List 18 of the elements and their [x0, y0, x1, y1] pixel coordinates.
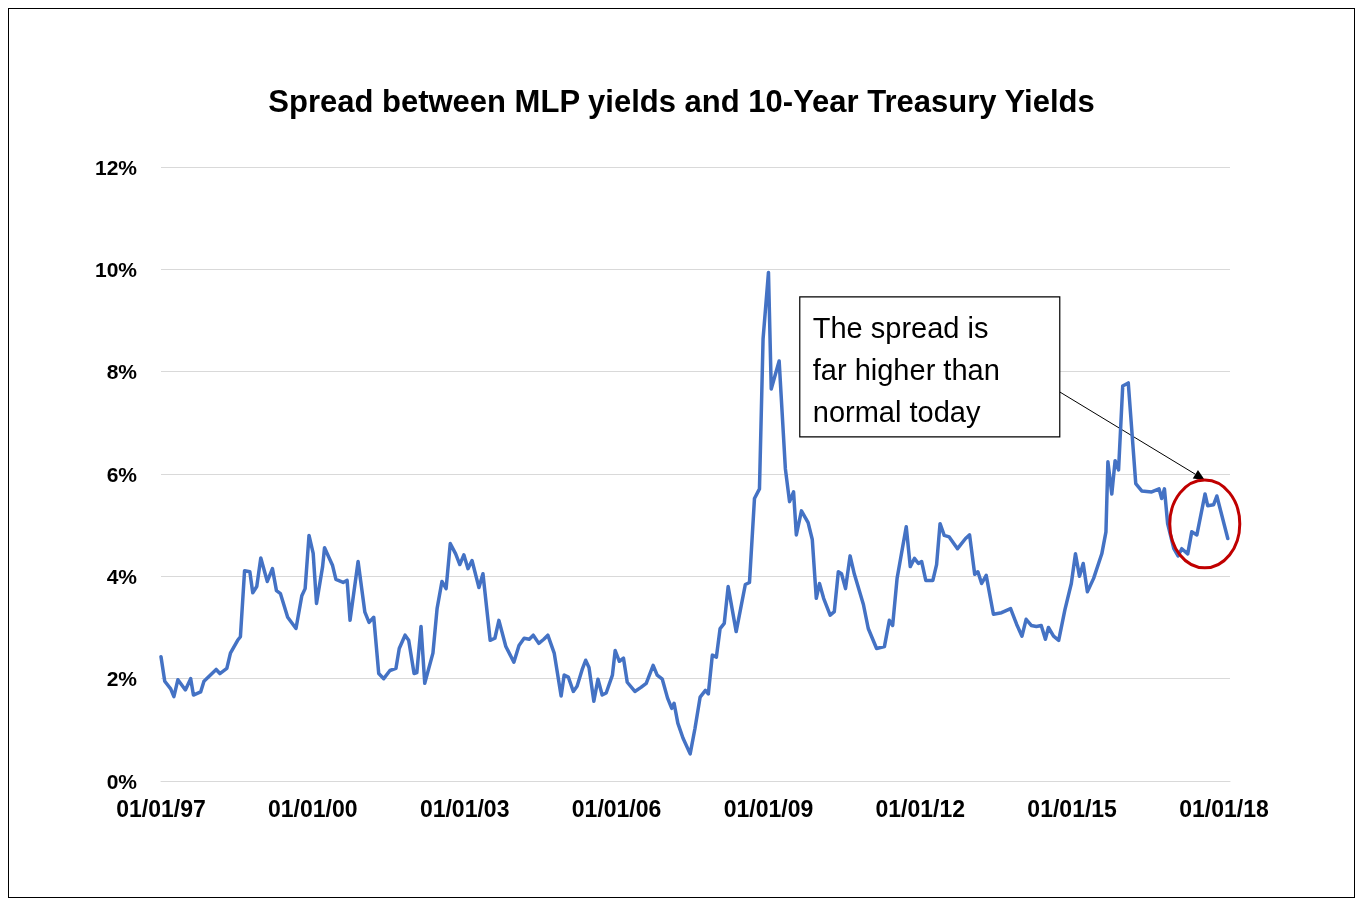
- y-tick-label: 12%: [94, 155, 138, 179]
- y-tick-label: 4%: [106, 564, 138, 588]
- x-tick-label: 01/01/00: [268, 795, 358, 822]
- annotation: The spread is far higher than normal today: [812, 311, 1008, 428]
- x-tick-label: 01/01/09: [723, 795, 814, 822]
- line-series: [159, 270, 1230, 756]
- y-tick-label: 0%: [106, 769, 138, 793]
- y-tick-label: 10%: [94, 257, 138, 281]
- x-tick-label: 01/01/03: [419, 795, 510, 822]
- y-tick-label: 6%: [106, 462, 138, 486]
- y-tick-label: 2%: [106, 667, 138, 691]
- x-tick-label: 01/01/97: [116, 795, 206, 822]
- x-tick-label: 01/01/15: [1027, 795, 1118, 822]
- chart-title: Spread between MLP yields and 10-Year Treasury Yields: [268, 84, 1095, 119]
- x-tick-label: 01/01/12: [875, 795, 965, 822]
- x-tick-label: 01/01/18: [1179, 795, 1270, 822]
- x-tick-label: 01/01/06: [571, 795, 662, 822]
- y-tick-label: 8%: [106, 360, 138, 384]
